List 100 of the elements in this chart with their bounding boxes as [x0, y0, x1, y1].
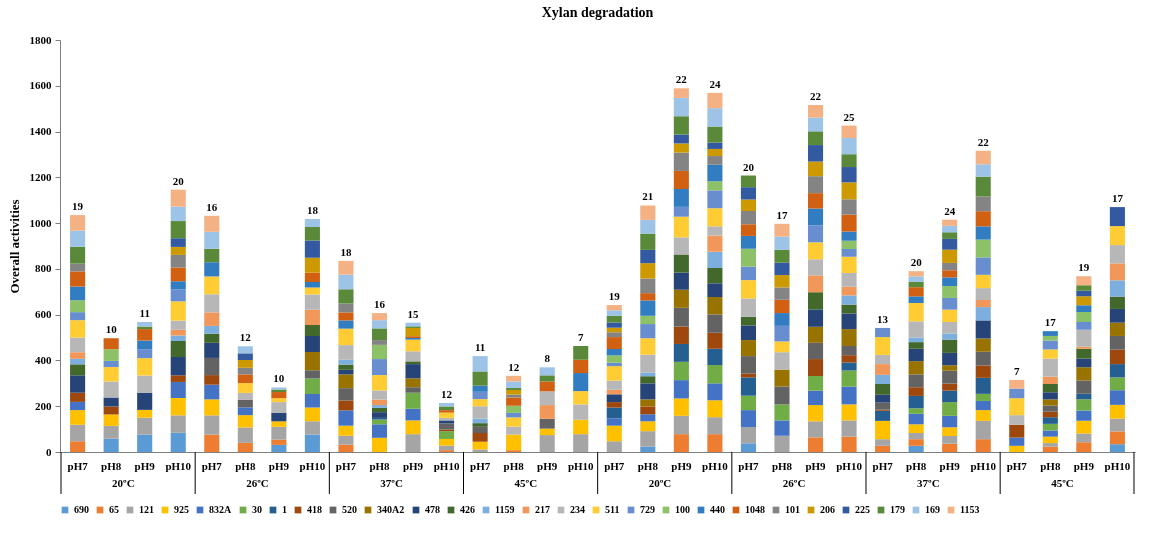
legend-label: 1048 [745, 504, 765, 515]
text: 37ºC [380, 477, 403, 489]
annotation: 16 [373, 298, 386, 311]
text: 26ºC [246, 477, 269, 489]
legend-label: 1153 [960, 504, 980, 515]
legend-label: 121 [139, 504, 154, 515]
legend-label: 169 [925, 504, 940, 515]
legend-label: 101 [785, 504, 800, 515]
y-tick-label: 1400 [29, 125, 52, 138]
text: 26ºC [782, 477, 806, 489]
annotation: 19 [1078, 261, 1090, 274]
annotation: 12 [441, 388, 453, 401]
annotation: 13 [877, 312, 889, 325]
x-tick-label: pH7 [335, 459, 357, 472]
legend-label: 478 [425, 504, 440, 515]
legend-label: 832A [209, 504, 232, 515]
annotation: 10 [273, 372, 285, 385]
x-tick-label: pH10 [567, 459, 595, 472]
legend-label: 1 [282, 504, 287, 515]
y-tick-label: 800 [35, 262, 52, 275]
x-tick-label: pH10 [165, 459, 192, 472]
y-tick-label: 200 [35, 399, 52, 412]
legend-label: 30 [252, 504, 262, 515]
y-tick-label: 1200 [29, 170, 52, 183]
x-tick-label: pH9 [268, 459, 290, 472]
legend-label: 426 [460, 504, 475, 515]
legend-label: 440 [710, 504, 725, 515]
x-tick-label: pH10 [433, 459, 460, 472]
x-tick-label: pH10 [299, 459, 326, 472]
annotation: 17 [1044, 316, 1057, 329]
x-tick-label: pH7 [201, 459, 223, 472]
annotation: 7 [1014, 364, 1021, 377]
x-tick-label: pH9 [537, 459, 558, 472]
x-tick-label: pH7 [1006, 459, 1028, 472]
annotation: 22 [977, 135, 990, 148]
legend-label: 225 [855, 504, 870, 515]
annotation: 12 [508, 360, 520, 373]
y-tick-label: 1800 [29, 33, 52, 46]
annotation: 19 [608, 290, 621, 303]
legend-label: 179 [890, 504, 905, 515]
x-tick-label: pH8 [503, 459, 525, 472]
x-tick-label: pH10 [970, 459, 997, 472]
annotation: 20 [910, 256, 923, 269]
x-tick-label: pH9 [671, 459, 692, 472]
x-tick-label: pH8 [1040, 459, 1061, 472]
x-tick-label: pH7 [470, 459, 491, 472]
text: 45ºC [514, 477, 538, 489]
annotation: 18 [306, 203, 319, 216]
text: 20ºC [112, 477, 135, 489]
x-tick-label: pH7 [738, 459, 760, 472]
annotation: 10 [105, 323, 118, 336]
annotation: 7 [577, 331, 584, 344]
annotation: 11 [474, 341, 486, 354]
y-tick-label: 0 [46, 445, 52, 458]
annotation: 11 [139, 306, 150, 319]
x-tick-label: pH10 [1104, 459, 1131, 472]
y-axis-title: Overall activities [6, 199, 22, 294]
legend-label: 340A2 [377, 504, 405, 515]
y-tick-label: 1600 [29, 79, 52, 92]
chart-title: Xylan degradation [541, 5, 654, 20]
annotation: 17 [1111, 192, 1124, 205]
annotation: 24 [944, 204, 956, 217]
annotation: 22 [810, 90, 822, 102]
legend-label: 690 [74, 504, 89, 515]
x-tick-label: pH8 [771, 459, 793, 472]
annotation: 16 [206, 200, 218, 213]
annotation: 18 [340, 245, 352, 258]
x-tick-label: pH10 [702, 459, 729, 472]
x-tick-label: pH8 [369, 459, 391, 472]
annotation: 8 [544, 352, 551, 365]
y-tick-label: 400 [35, 353, 52, 366]
text: 37ºC [917, 477, 940, 489]
annotation: 20 [172, 174, 185, 187]
x-tick-label: pH9 [1073, 459, 1095, 472]
y-tick-label: 600 [35, 308, 52, 321]
legend-label: 520 [342, 504, 357, 515]
x-tick-label: pH9 [939, 459, 961, 472]
x-tick-label: pH9 [402, 459, 424, 472]
annotation: 25 [843, 110, 856, 123]
x-tick-label: pH8 [906, 459, 927, 472]
legend-label: 206 [820, 504, 835, 515]
x-tick-label: pH9 [134, 459, 156, 472]
x-tick-label: pH9 [805, 459, 827, 472]
annotation: 20 [742, 160, 755, 173]
legend-label: 65 [109, 504, 119, 515]
x-tick-label: pH7 [67, 459, 89, 472]
legend-label: 729 [640, 504, 655, 515]
legend-label: 418 [307, 504, 322, 515]
legend-label: 100 [675, 504, 690, 515]
y-tick-label: 1000 [29, 216, 52, 229]
legend-label: 234 [570, 504, 585, 515]
x-tick-label: pH7 [604, 459, 625, 472]
legend-label: 217 [535, 504, 550, 515]
annotation: 22 [675, 73, 688, 86]
annotation: 19 [72, 200, 84, 213]
x-tick-label: pH10 [836, 459, 863, 472]
annotation: 12 [239, 331, 252, 344]
legend-label: 925 [174, 504, 189, 515]
text: 20ºC [648, 477, 672, 489]
x-tick-label: pH8 [235, 459, 256, 472]
